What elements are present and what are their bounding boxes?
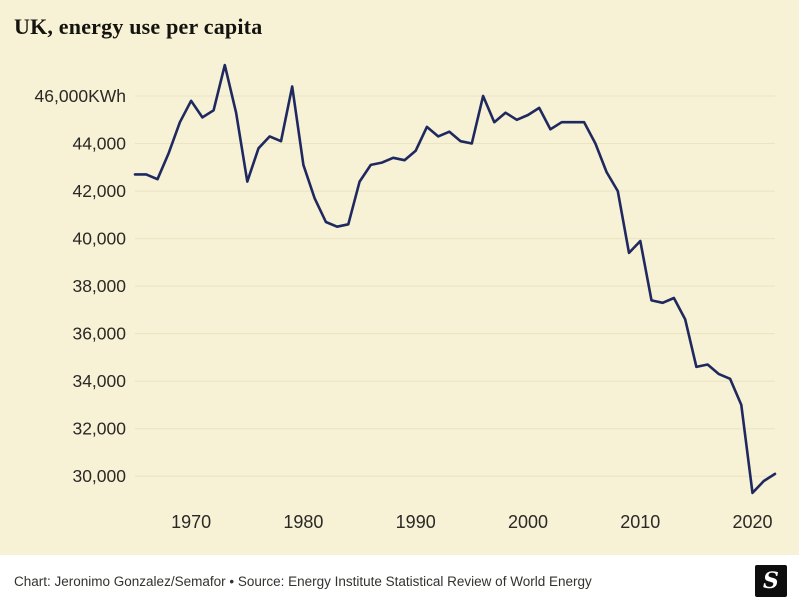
y-tick-label: 42,000	[72, 181, 126, 201]
x-tick-label: 2010	[620, 512, 660, 532]
chart-background	[0, 0, 799, 555]
y-tick-label: 36,000	[72, 324, 126, 344]
y-tick-label: 38,000	[72, 276, 126, 296]
x-tick-label: 1990	[396, 512, 436, 532]
chart-title: UK, energy use per capita	[14, 14, 263, 39]
semafor-logo: S	[755, 565, 787, 597]
x-tick-label: 2000	[508, 512, 548, 532]
y-tick-label: 46,000KWh	[35, 86, 126, 106]
y-tick-label: 30,000	[72, 466, 126, 486]
x-tick-label: 1980	[283, 512, 323, 532]
y-tick-label: 40,000	[72, 229, 126, 249]
data-line	[133, 63, 777, 495]
chart-credit: Chart: Jeronimo Gonzalez/Semafor • Sourc…	[14, 573, 592, 589]
y-tick-label: 44,000	[72, 134, 126, 154]
x-tick-label: 1970	[171, 512, 211, 532]
footer: Chart: Jeronimo Gonzalez/Semafor • Sourc…	[0, 555, 799, 607]
line-chart: 30,000 32,000 34,000 36,000 38,000 40,000 42,0…	[35, 63, 777, 532]
semafor-logo-letter: S	[763, 568, 779, 594]
x-tick-label: 2020	[733, 512, 773, 532]
y-tick-label: 34,000	[72, 371, 126, 391]
y-tick-label: 32,000	[72, 419, 126, 439]
